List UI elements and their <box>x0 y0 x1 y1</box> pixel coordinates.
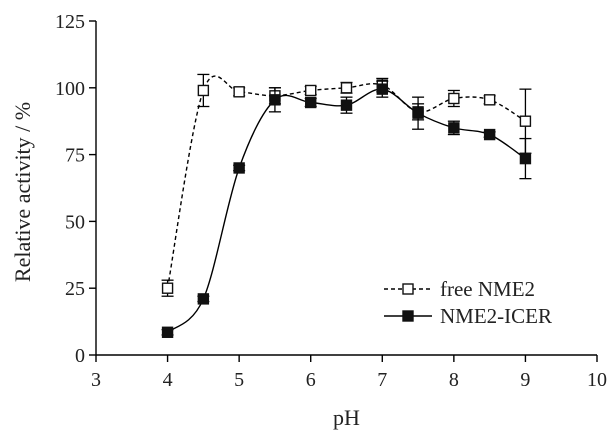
data-point <box>161 282 174 294</box>
legend-marker <box>402 283 414 295</box>
data-point <box>305 96 317 109</box>
x-axis-title: pH <box>333 405 360 430</box>
legend: free NME2 NME2-ICER <box>384 277 552 328</box>
data-point <box>448 122 460 134</box>
y-tick-label: 0 <box>75 345 85 367</box>
data-point <box>519 115 532 127</box>
data-point <box>340 99 353 111</box>
legend-label: NME2-ICER <box>440 304 552 328</box>
data-point <box>305 84 317 97</box>
data-point <box>519 152 532 165</box>
legend-item-1: free NME2 <box>384 277 535 301</box>
data-point <box>483 94 496 106</box>
data-point <box>161 326 174 338</box>
x-tick-label: 10 <box>587 369 607 391</box>
x-tick-label: 4 <box>163 369 173 391</box>
y-axis-title: Relative activity / % <box>10 102 35 282</box>
data-point <box>233 86 245 98</box>
data-point <box>483 128 496 141</box>
y-tick-label: 25 <box>65 278 85 300</box>
x-tick-label: 9 <box>520 369 530 391</box>
x-tick-label: 7 <box>377 369 387 391</box>
series-layer <box>161 73 532 338</box>
data-point <box>269 94 281 106</box>
y-tick-label: 50 <box>65 211 85 233</box>
x-tick-label: 3 <box>91 369 101 391</box>
data-point <box>376 83 388 95</box>
legend-item-2: NME2-ICER <box>384 304 552 328</box>
data-point <box>197 293 210 305</box>
x-tick-label: 8 <box>449 369 459 391</box>
y-tick-label: 125 <box>55 11 85 33</box>
data-point <box>233 162 245 174</box>
series-line <box>167 88 526 333</box>
data-point <box>340 82 353 94</box>
x-tick-label: 5 <box>234 369 244 391</box>
series-2 <box>161 80 532 338</box>
x-tick-label: 6 <box>306 369 316 391</box>
data-point <box>197 84 210 97</box>
data-point <box>448 92 460 105</box>
y-tick-label: 100 <box>55 78 85 100</box>
y-tick-label: 75 <box>65 145 85 167</box>
legend-label: free NME2 <box>440 277 535 301</box>
data-point <box>412 107 424 119</box>
legend-marker <box>402 310 414 322</box>
